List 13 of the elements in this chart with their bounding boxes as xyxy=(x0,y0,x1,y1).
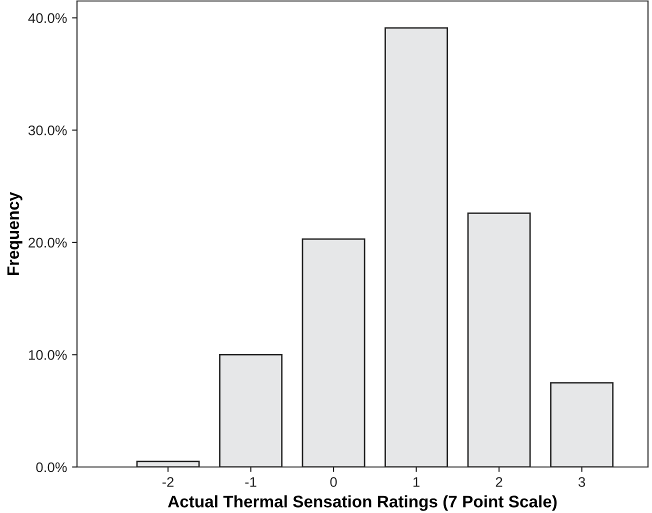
y-tick-label: 40.0% xyxy=(28,13,67,24)
y-tick-label: 0.0% xyxy=(36,462,67,472)
x-tick-label: 0 xyxy=(330,477,337,487)
x-axis-title: Actual Thermal Sensation Ratings (7 Point Scale) xyxy=(168,495,557,511)
x-tick-label: 2 xyxy=(496,477,502,487)
y-tick-label: 30.0% xyxy=(28,125,67,136)
y-tick-label: 20.0% xyxy=(28,238,67,248)
y-tick-label: 10.0% xyxy=(28,350,67,360)
x-tick-label: -2 xyxy=(162,477,174,487)
x-tick-label: -1 xyxy=(245,477,256,487)
y-axis-title: Frequency xyxy=(7,192,22,276)
x-tick-label: 3 xyxy=(578,477,586,487)
x-tick-label: 1 xyxy=(413,477,420,487)
